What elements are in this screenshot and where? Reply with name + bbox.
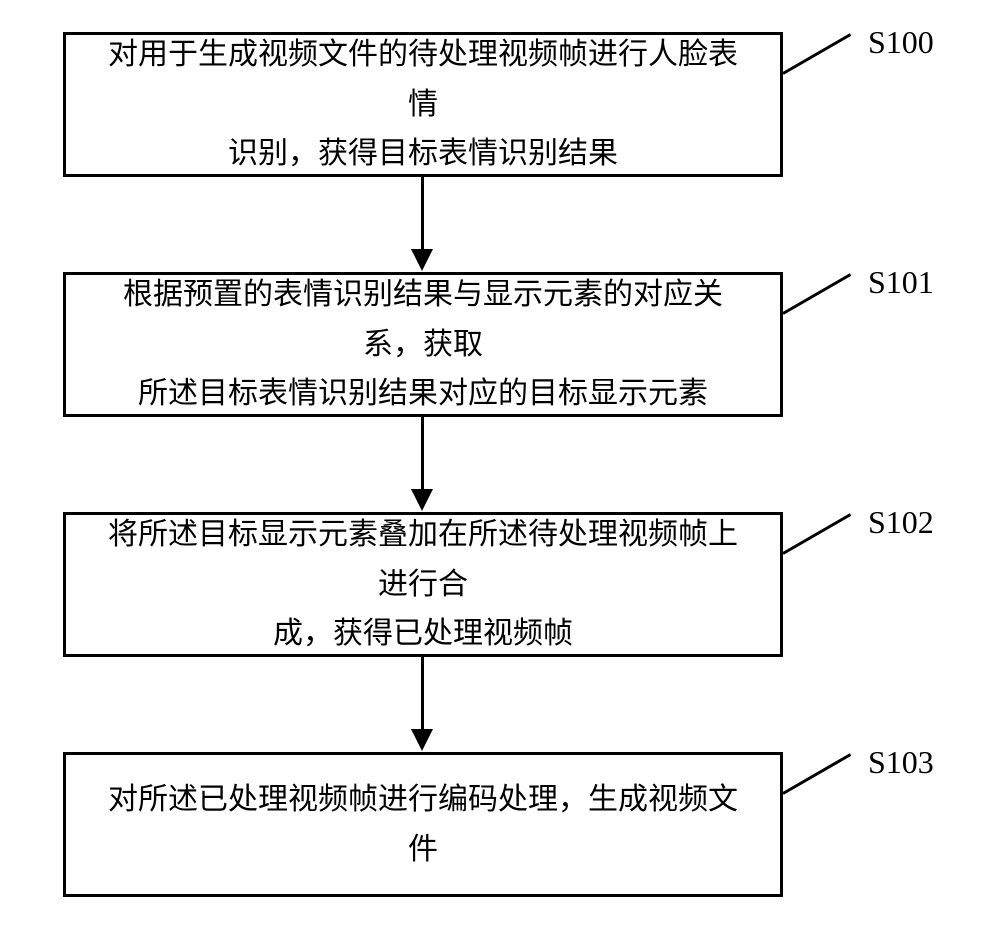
step-box-s101: 根据预置的表情识别结果与显示元素的对应关系，获取 所述目标表情识别结果对应的目标… (63, 272, 783, 417)
step-box-s103: 对所述已处理视频帧进行编码处理，生成视频文件 (63, 752, 783, 897)
step-text-s102: 将所述目标显示元素叠加在所述待处理视频帧上进行合 成，获得已处理视频帧 (96, 510, 750, 659)
step-text-s101: 根据预置的表情识别结果与显示元素的对应关系，获取 所述目标表情识别结果对应的目标… (96, 270, 750, 419)
arrow-line-3 (421, 657, 424, 729)
step-text-s100: 对用于生成视频文件的待处理视频帧进行人脸表情 识别，获得目标表情识别结果 (96, 30, 750, 179)
label-connector-s102 (782, 513, 851, 555)
step-label-s100: S100 (868, 24, 934, 61)
label-connector-s100 (782, 33, 851, 75)
arrow-head-1 (411, 249, 433, 271)
step-text-s103: 对所述已处理视频帧进行编码处理，生成视频文件 (96, 775, 750, 874)
arrow-line-2 (421, 417, 424, 489)
step-label-s102: S102 (868, 504, 934, 541)
step-label-s101: S101 (868, 264, 934, 301)
label-connector-s101 (782, 273, 851, 315)
step-label-s103: S103 (868, 744, 934, 781)
label-connector-s103 (782, 753, 851, 795)
arrow-line-1 (421, 177, 424, 249)
arrow-head-2 (411, 489, 433, 511)
flowchart-canvas: 对用于生成视频文件的待处理视频帧进行人脸表情 识别，获得目标表情识别结果 S10… (0, 0, 1000, 946)
step-box-s100: 对用于生成视频文件的待处理视频帧进行人脸表情 识别，获得目标表情识别结果 (63, 32, 783, 177)
arrow-head-3 (411, 729, 433, 751)
step-box-s102: 将所述目标显示元素叠加在所述待处理视频帧上进行合 成，获得已处理视频帧 (63, 512, 783, 657)
